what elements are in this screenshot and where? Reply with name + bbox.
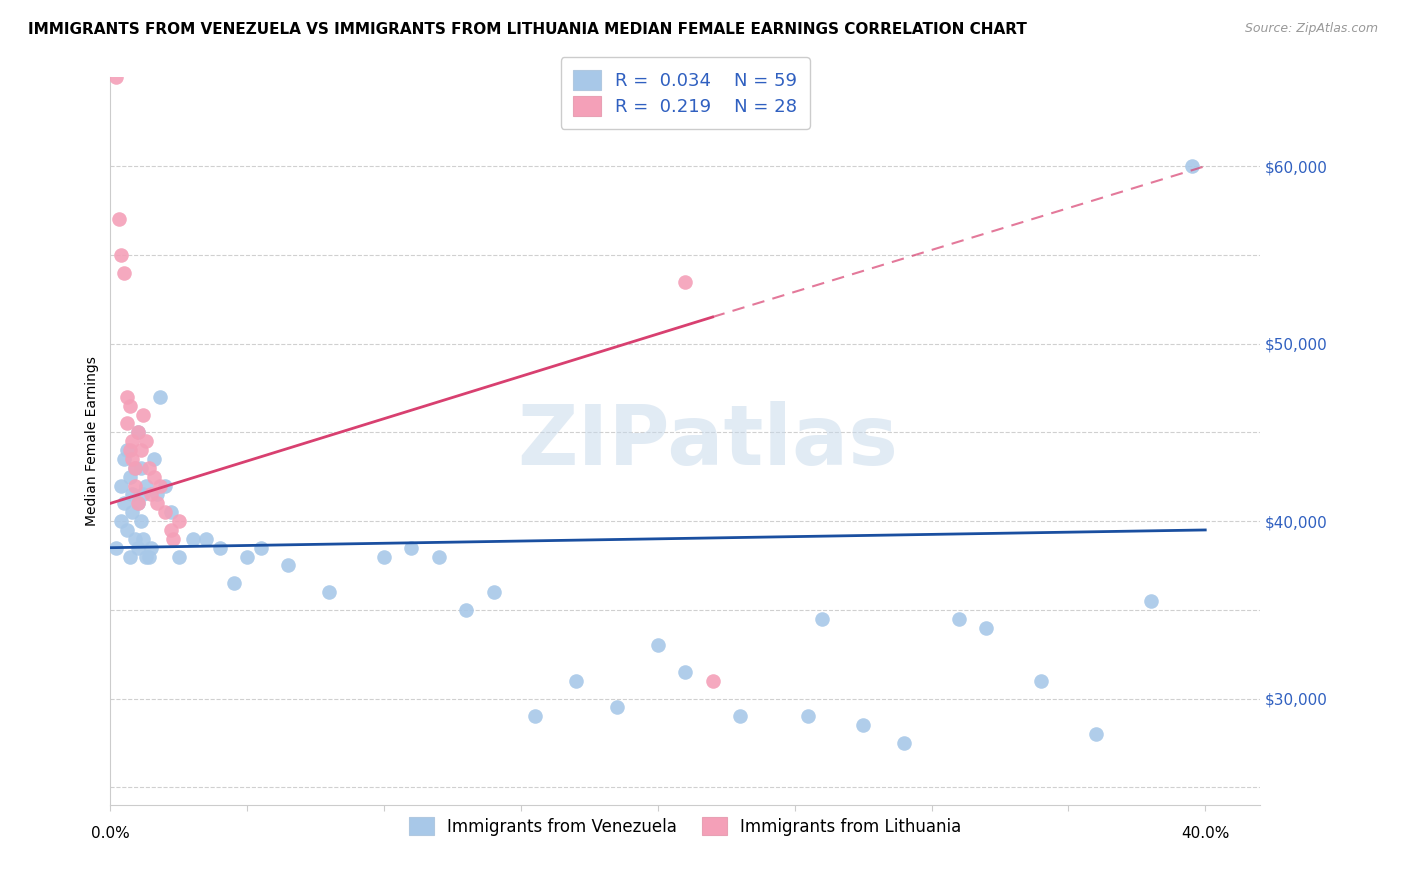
Point [115,523,138,537]
Point [373,549,395,564]
Legend: Immigrants from Venezuela, Immigrants from Lithuania: Immigrants from Venezuela, Immigrants fr… [401,809,970,844]
Text: 0.0%: 0.0% [91,826,129,841]
Point [1029,673,1052,688]
Point [118,549,141,564]
Y-axis label: Median Female Earnings: Median Female Earnings [86,356,100,526]
Point [129,460,152,475]
Point [893,736,915,750]
Point [159,523,181,537]
Point [135,434,157,449]
Point [318,585,340,599]
Point [167,549,190,564]
Point [129,443,152,458]
Point [564,673,586,688]
Point [110,248,132,262]
Point [127,496,149,510]
Text: Source: ZipAtlas.com: Source: ZipAtlas.com [1244,22,1378,36]
Point [159,505,181,519]
Point [153,505,176,519]
Point [107,212,129,227]
Point [132,532,155,546]
Point [124,460,146,475]
Text: IMMIGRANTS FROM VENEZUELA VS IMMIGRANTS FROM LITHUANIA MEDIAN FEMALE EARNINGS CO: IMMIGRANTS FROM VENEZUELA VS IMMIGRANTS … [28,22,1026,37]
Point [112,266,135,280]
Point [138,549,160,564]
Point [141,541,163,555]
Point [149,478,172,492]
Point [728,709,751,723]
Point [138,460,160,475]
Text: 40.0%: 40.0% [1181,826,1229,841]
Point [143,452,166,467]
Point [115,443,138,458]
Point [124,478,146,492]
Point [104,70,127,85]
Point [112,496,135,510]
Point [110,514,132,528]
Point [115,390,138,404]
Point [135,478,157,492]
Point [132,408,155,422]
Point [121,452,143,467]
Point [110,478,132,492]
Point [250,541,273,555]
Point [523,709,546,723]
Point [135,549,157,564]
Point [401,541,423,555]
Point [222,576,245,591]
Point [1084,727,1107,741]
Point [121,487,143,501]
Point [121,434,143,449]
Point [797,709,820,723]
Point [124,460,146,475]
Point [127,541,149,555]
Point [146,487,169,501]
Point [852,718,875,732]
Point [118,443,141,458]
Point [673,275,696,289]
Point [482,585,505,599]
Point [236,549,259,564]
Point [124,532,146,546]
Point [112,452,135,467]
Point [118,469,141,483]
Point [141,487,163,501]
Point [456,603,478,617]
Point [104,541,127,555]
Text: ZIPatlas: ZIPatlas [517,401,898,482]
Point [811,612,834,626]
Point [1139,594,1161,608]
Point [118,399,141,413]
Point [974,621,997,635]
Point [132,487,155,501]
Point [948,612,970,626]
Point [127,496,149,510]
Point [606,700,628,714]
Point [127,425,149,440]
Point [277,558,299,573]
Point [162,532,184,546]
Point [143,469,166,483]
Point [146,496,169,510]
Point [673,665,696,679]
Point [115,417,138,431]
Point [129,514,152,528]
Point [121,505,143,519]
Point [647,638,669,652]
Point [127,425,149,440]
Point [427,549,450,564]
Point [1180,159,1202,173]
Point [153,478,176,492]
Point [195,532,218,546]
Point [149,390,172,404]
Point [167,514,190,528]
Point [702,673,724,688]
Point [208,541,231,555]
Point [181,532,204,546]
